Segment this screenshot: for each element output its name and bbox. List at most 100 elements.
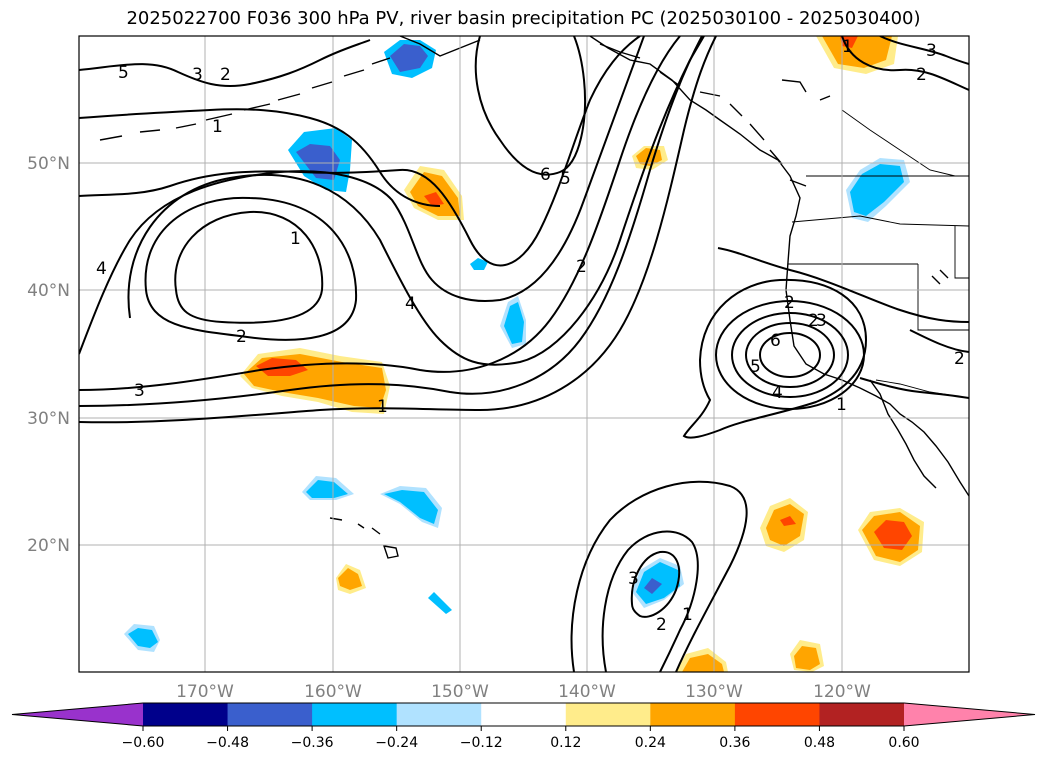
border-bc-ab	[841, 109, 956, 177]
coastline-baja	[869, 379, 937, 489]
colorbar-extend-max	[904, 703, 1035, 726]
contour-label: 1	[212, 117, 223, 137]
lon-label: 170°W	[176, 682, 234, 702]
colorbar-tick-label: −0.24	[375, 735, 418, 751]
colorbar-segment	[227, 703, 313, 726]
pv-contour-1	[174, 210, 324, 324]
contour-label: 6	[540, 165, 551, 185]
contour-label: 3	[926, 41, 937, 61]
contour-label: 3	[628, 569, 639, 589]
pv-contour-3	[127, 36, 705, 366]
pv-contour-ne-4	[909, 329, 969, 353]
precip-positive-area	[338, 568, 362, 590]
colorbar-ticks: −0.60 −0.48 −0.36 −0.24 −0.12 0.12 0.24 0.36 0.4…	[122, 726, 920, 751]
latitude-labels: 50°N 40°N 30°N 20°N	[27, 154, 70, 556]
pv-contour-4	[79, 36, 645, 355]
precip-negative-area	[470, 258, 488, 270]
contour-label: 2	[656, 615, 667, 635]
contour-label: 5	[750, 357, 761, 377]
coastline-hawaii	[329, 517, 399, 559]
coastlines	[99, 36, 969, 559]
contour-label: 1	[682, 605, 693, 625]
colorbar-segment	[396, 703, 482, 726]
precip-positive-area	[822, 36, 892, 68]
pv-contour-south-2	[601, 530, 699, 672]
precip-negative-area	[306, 480, 348, 498]
contour-label: 4	[96, 259, 107, 279]
colorbar-tick-label: 0.48	[804, 735, 835, 751]
colorbar-segment	[650, 703, 736, 726]
contour-label: 2	[220, 65, 231, 85]
precip-positive-area	[840, 36, 858, 48]
contour-label: 1	[290, 229, 301, 249]
lat-label: 50°N	[27, 154, 70, 174]
pv-contour-9	[474, 36, 586, 176]
contour-label: 3	[192, 65, 203, 85]
pv-contour-south-3	[630, 550, 681, 618]
pv-contour-5	[79, 36, 641, 267]
precip-negative-area	[428, 592, 452, 614]
contour-label: 3	[816, 311, 827, 331]
contour-label: 2	[576, 257, 587, 277]
precip-positive-area	[874, 520, 912, 550]
colorbar-segment	[143, 703, 229, 726]
colorbar-tick-label: −0.12	[460, 735, 503, 751]
colorbar-tick-label: 0.60	[888, 735, 919, 751]
pv-contours	[79, 36, 969, 672]
pv-contour-south-1	[570, 480, 748, 672]
contour-label: 5	[560, 169, 571, 189]
contour-label: 2	[916, 65, 927, 85]
map-frame	[78, 35, 970, 673]
pv-cutoff-ring	[745, 322, 835, 388]
contour-label: 4	[405, 294, 416, 314]
contour-label: 1	[377, 397, 388, 417]
precip-positive-area	[794, 646, 820, 670]
contour-label: 4	[772, 383, 783, 403]
colorbar-tick-label: −0.36	[291, 735, 334, 751]
colorbar-segment	[734, 703, 820, 726]
contour-label: 5	[118, 63, 129, 83]
pv-contour-6	[79, 36, 681, 391]
precip-negative-area	[128, 628, 158, 648]
colorbar-extend-min	[12, 703, 143, 726]
contour-label: 1	[836, 395, 847, 415]
border-state-wa-or	[791, 215, 969, 227]
precip-negative-area	[296, 144, 340, 180]
colorbar-tick-label: 0.24	[635, 735, 666, 751]
pv-contour-ne-1	[841, 36, 969, 91]
precip-negative-area	[850, 164, 904, 216]
contour-label: 6	[770, 331, 781, 351]
border-state-ca-nv	[917, 264, 969, 331]
contour-label: 2	[808, 311, 819, 331]
pv-contour-ne-5	[859, 377, 969, 399]
map-layers	[79, 36, 969, 672]
pv-contour-8	[79, 36, 717, 424]
lon-label: 150°W	[431, 682, 489, 702]
lat-label: 20°N	[27, 536, 70, 556]
contour-label: 3	[134, 381, 145, 401]
pv-contour-outer	[682, 278, 868, 439]
lat-label: 40°N	[27, 281, 70, 301]
pv-contour-2	[144, 196, 358, 341]
precip-positive-area	[424, 192, 444, 206]
lon-label: 140°W	[558, 682, 616, 702]
coastline-aleutians	[99, 57, 391, 141]
precip-negative-area	[384, 490, 438, 524]
pv-contour-7	[79, 36, 703, 407]
precip-negative-area	[644, 578, 662, 594]
pv-contour-10	[79, 39, 371, 88]
longitude-labels: 170°W 160°W 150°W 140°W 130°W 120°W	[176, 682, 871, 702]
colorbar-segment	[819, 703, 905, 726]
precip-negative-area	[504, 302, 524, 344]
border-nv-az	[954, 226, 969, 279]
precip-shading	[124, 36, 924, 672]
colorbar-tick-label: −0.48	[206, 735, 249, 751]
colorbar-tick-label: 0.12	[550, 735, 581, 751]
pv-contour-ne-2	[879, 36, 969, 65]
pv-contour-11	[79, 108, 441, 207]
coastline-fjords	[599, 43, 807, 187]
pv-cutoff-ring	[731, 312, 849, 398]
contour-label: 1	[842, 37, 853, 57]
lon-label: 160°W	[304, 682, 362, 702]
colorbar	[11, 702, 1036, 727]
